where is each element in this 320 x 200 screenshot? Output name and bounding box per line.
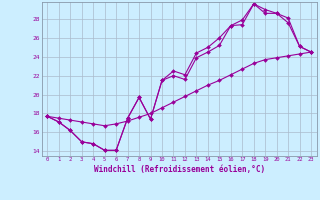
- X-axis label: Windchill (Refroidissement éolien,°C): Windchill (Refroidissement éolien,°C): [94, 165, 265, 174]
